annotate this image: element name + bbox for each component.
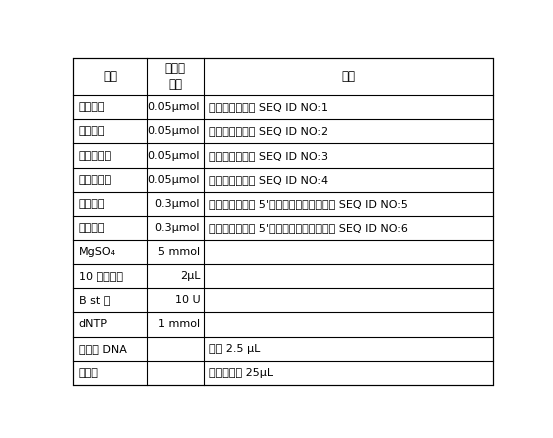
Text: 成分: 成分 — [103, 70, 117, 83]
Text: 0.3μmol: 0.3μmol — [155, 223, 200, 233]
Text: 后促环引物: 后促环引物 — [79, 175, 112, 185]
Text: 其核苷酸序列为 SEQ ID NO:2: 其核苷酸序列为 SEQ ID NO:2 — [208, 127, 328, 136]
Text: 其核苷酸序列为 5'端标记有生物素基团的 SEQ ID NO:5: 其核苷酸序列为 5'端标记有生物素基团的 SEQ ID NO:5 — [208, 199, 408, 209]
Text: dNTP: dNTP — [79, 319, 107, 329]
Text: 0.05μmol: 0.05μmol — [148, 151, 200, 161]
Text: 前促环引物: 前促环引物 — [79, 151, 112, 161]
Text: 待检测 DNA: 待检测 DNA — [79, 343, 127, 353]
Text: 其核苷酸序列为 5'端标记有地高辛基团的 SEQ ID NO:6: 其核苷酸序列为 5'端标记有地高辛基团的 SEQ ID NO:6 — [208, 223, 408, 233]
Text: 其核苷酸序列为 SEQ ID NO:4: 其核苷酸序列为 SEQ ID NO:4 — [208, 175, 328, 185]
Text: 后外引物: 后外引物 — [79, 127, 105, 136]
Text: 0.05μmol: 0.05μmol — [148, 175, 200, 185]
Text: 0.05μmol: 0.05μmol — [148, 102, 200, 112]
Text: 补齐体积至 25μL: 补齐体积至 25μL — [208, 367, 273, 378]
Text: 其核苷酸序列为 SEQ ID NO:3: 其核苷酸序列为 SEQ ID NO:3 — [208, 151, 328, 161]
Text: 10 U: 10 U — [175, 295, 200, 305]
Text: 浓度或
含量: 浓度或 含量 — [165, 62, 186, 91]
Text: 0.3μmol: 0.3μmol — [155, 199, 200, 209]
Text: 无菌水: 无菌水 — [79, 367, 98, 378]
Text: MgSO₄: MgSO₄ — [79, 247, 116, 257]
Text: 1 mmol: 1 mmol — [158, 319, 200, 329]
Text: B st 酶: B st 酶 — [79, 295, 110, 305]
Text: 备注: 备注 — [342, 70, 356, 83]
Text: 2μL: 2μL — [180, 271, 200, 281]
Text: 前内引物: 前内引物 — [79, 199, 105, 209]
Text: 加入 2.5 μL: 加入 2.5 μL — [208, 343, 260, 353]
Text: 10 倍缓冲液: 10 倍缓冲液 — [79, 271, 123, 281]
Text: 其核苷酸序列为 SEQ ID NO:1: 其核苷酸序列为 SEQ ID NO:1 — [208, 102, 328, 112]
Text: 5 mmol: 5 mmol — [158, 247, 200, 257]
Text: 前外引物: 前外引物 — [79, 102, 105, 112]
Text: 后内引物: 后内引物 — [79, 223, 105, 233]
Text: 0.05μmol: 0.05μmol — [148, 127, 200, 136]
